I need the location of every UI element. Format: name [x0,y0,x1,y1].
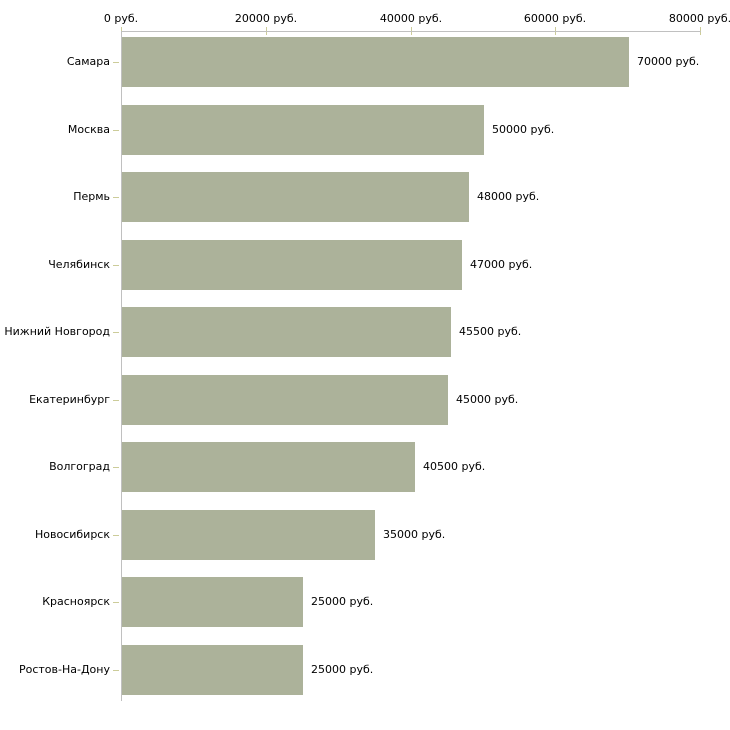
x-axis-tick-label: 0 руб. [103,12,139,25]
category-label: Нижний Новгород [4,325,110,338]
category-label: Пермь [73,190,110,203]
bar-value-label: 50000 руб. [492,122,555,136]
category-label: Москва [67,122,110,136]
y-axis-line [121,31,122,701]
x-axis-tick-label: 20000 руб. [234,12,298,25]
category-tick-mark [113,602,119,603]
category-label: Новосибирск [34,527,110,541]
category-label: Самара [66,55,110,68]
bar [122,509,375,560]
x-axis-tick-label: 40000 руб. [379,12,443,25]
bar [122,577,303,627]
category-label: Волгоград [49,460,110,473]
x-axis-tick-label: 80000 руб. [668,12,730,25]
category-tick-mark [113,400,119,401]
bar-value-label: 35000 руб. [383,527,446,541]
bar [122,37,629,87]
bar [122,442,415,492]
category-tick-mark [113,130,119,131]
bar-value-label: 40500 руб. [423,460,486,473]
bar-value-label: 45000 руб. [456,392,519,406]
category-label: Красноярск [42,595,110,608]
x-axis-line [121,31,701,32]
category-label: Ростов-На-Дону [18,662,110,676]
bar-value-label: 45500 руб. [459,325,522,338]
x-axis-tick-label: 60000 руб. [523,12,587,25]
bar [122,172,469,222]
category-label: Челябинск [48,257,110,271]
category-label: Екатеринбург [29,392,110,406]
bar [122,307,451,357]
bar-value-label: 48000 руб. [477,190,540,203]
bar-value-label: 47000 руб. [470,257,533,271]
category-tick-mark [113,197,119,198]
bar [122,374,448,425]
bar [122,104,484,155]
bar-value-label: 70000 руб. [637,55,700,68]
category-tick-mark [113,535,119,536]
category-tick-mark [113,332,119,333]
bar-value-label: 25000 руб. [311,595,374,608]
category-tick-mark [113,670,119,671]
bar [122,239,462,290]
category-tick-mark [113,265,119,266]
bar [122,644,303,695]
bar-value-label: 25000 руб. [311,662,374,676]
category-tick-mark [113,62,119,63]
category-tick-mark [113,467,119,468]
